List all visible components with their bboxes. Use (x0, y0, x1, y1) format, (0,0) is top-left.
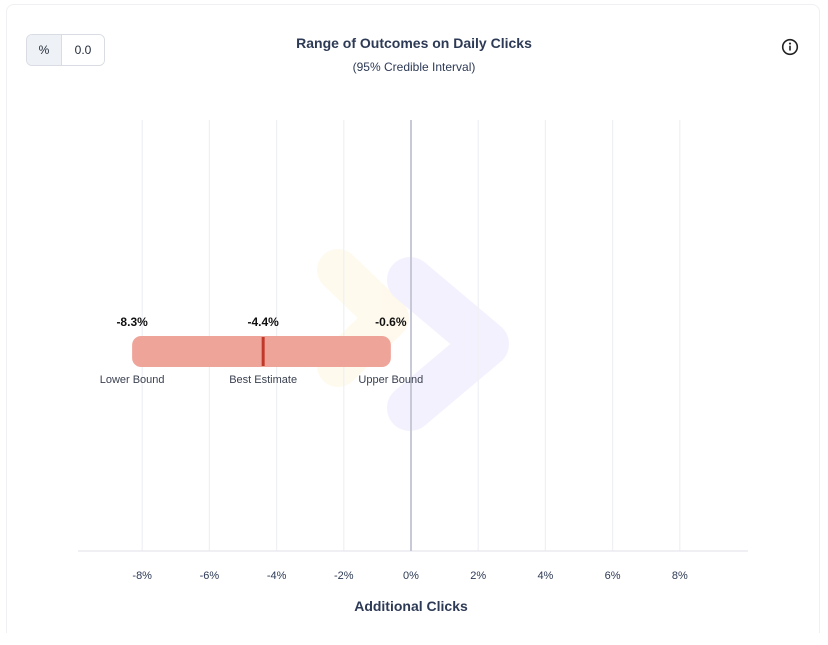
lower-bound-label: Lower Bound (100, 374, 165, 386)
x-tick-label: -2% (334, 570, 354, 582)
credible-interval-bar (132, 336, 391, 367)
grid-lines (141, 120, 681, 551)
value-display[interactable]: 0.0 (62, 35, 104, 65)
x-tick-label: 6% (605, 570, 621, 582)
x-tick-label: 2% (470, 570, 486, 582)
x-axis-ticks: -8% -6% -4% -2% 0% 2% 4% 6% 8% (132, 570, 688, 582)
x-tick-label: 0% (403, 570, 419, 582)
x-tick-label: -4% (267, 570, 287, 582)
x-tick-label: 4% (537, 570, 553, 582)
unit-toggle[interactable]: % 0.0 (26, 34, 105, 66)
upper-bound-label: Upper Bound (358, 374, 423, 386)
lower-bound-value: -8.3% (116, 315, 148, 329)
percent-unit-button[interactable]: % (27, 35, 62, 65)
best-estimate-label: Best Estimate (229, 374, 297, 386)
x-axis-title: Additional Clicks (354, 598, 468, 614)
x-tick-label: -6% (200, 570, 220, 582)
chart-title: Range of Outcomes on Daily Clicks (296, 35, 532, 51)
chart-subtitle: (95% Credible Interval) (352, 60, 476, 74)
upper-bound-value: -0.6% (375, 315, 407, 329)
info-icon[interactable] (781, 38, 799, 56)
x-tick-label: -8% (132, 570, 152, 582)
x-tick-label: 8% (672, 570, 688, 582)
best-estimate-value: -4.4% (247, 315, 279, 329)
